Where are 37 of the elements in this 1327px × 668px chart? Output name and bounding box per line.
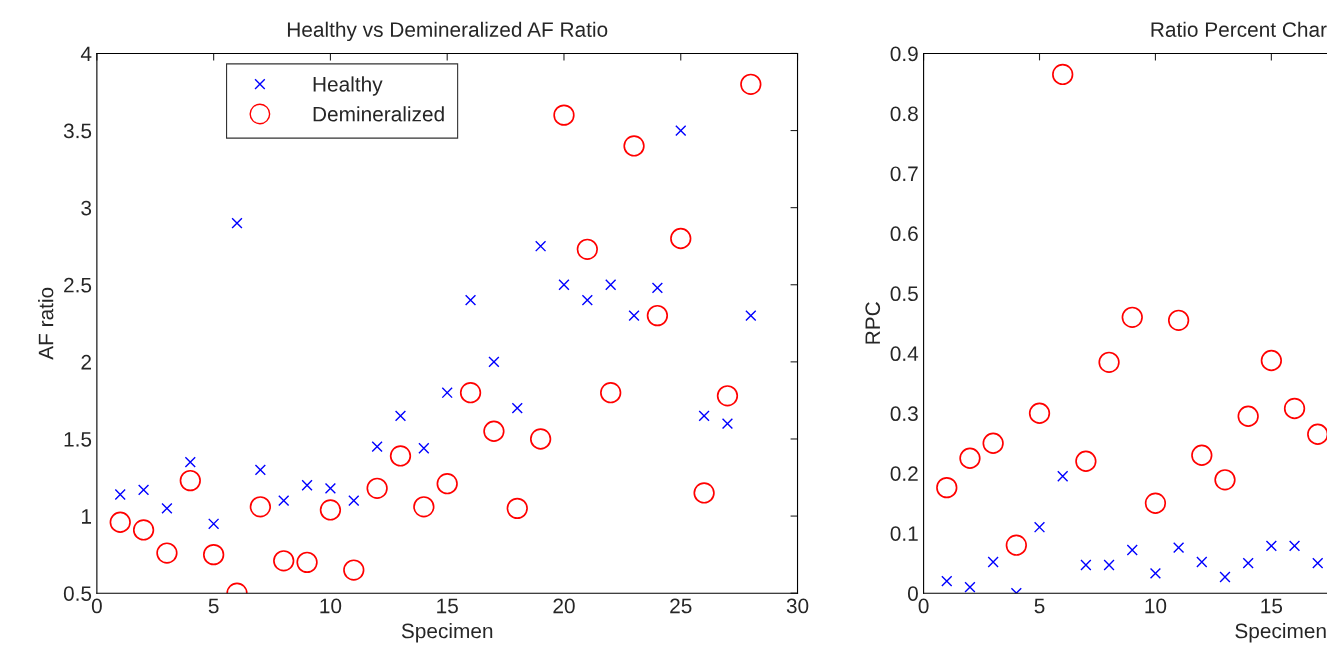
y-tick-label: 0.8 — [890, 106, 918, 122]
x-tick-label: 10 — [1145, 598, 1167, 614]
x-tick-label: 15 — [437, 598, 458, 614]
chart-title: Healthy vs Demineralized AF Ratio — [287, 21, 608, 42]
y-tick-label: 4 — [80, 46, 92, 61]
y-tick-label: 0 — [907, 586, 918, 601]
y-tick-label: 0.4 — [890, 346, 919, 362]
y-tick-label: 0.6 — [890, 226, 918, 242]
y-tick-label: 3 — [81, 200, 92, 216]
x-axis-title: Specimen — [1235, 623, 1326, 643]
x-tick-label: 25 — [670, 598, 692, 614]
y-tick-label: 2.5 — [64, 277, 92, 293]
x-tick-label: 5 — [1034, 598, 1045, 614]
x-tick-label: 15 — [1261, 598, 1283, 614]
y-tick-label: 0.1 — [890, 526, 918, 541]
legend-label: Healthy — [313, 76, 383, 96]
chart-title: Ratio Percent Char — [1151, 21, 1327, 37]
y-axis-title: AF ratio — [38, 287, 54, 360]
x-tick-label: 0 — [91, 598, 102, 614]
x-axis-title: Specimen — [401, 623, 493, 643]
y-tick-label: 3.5 — [63, 123, 92, 139]
y-tick-label: 0.5 — [63, 586, 92, 601]
legend-label: Demineralized — [313, 106, 444, 122]
y-tick-label: 1 — [82, 509, 91, 524]
y-tick-label: 0.5 — [890, 286, 918, 302]
x-tick-label: 20 — [553, 598, 575, 614]
y-tick-label: 0.7 — [890, 166, 918, 182]
x-tick-label: 30 — [786, 598, 809, 614]
y-tick-label: 2 — [81, 354, 91, 370]
x-tick-label: 0 — [918, 598, 929, 614]
y-tick-label: 0.2 — [890, 466, 918, 481]
y-tick-label: 0.3 — [890, 406, 918, 422]
y-tick-label: 0.9 — [890, 46, 918, 62]
y-axis-title: RPC — [865, 302, 881, 344]
y-tick-label: 1.5 — [64, 432, 92, 447]
x-tick-label: 10 — [320, 598, 342, 614]
x-tick-label: 5 — [208, 598, 219, 614]
